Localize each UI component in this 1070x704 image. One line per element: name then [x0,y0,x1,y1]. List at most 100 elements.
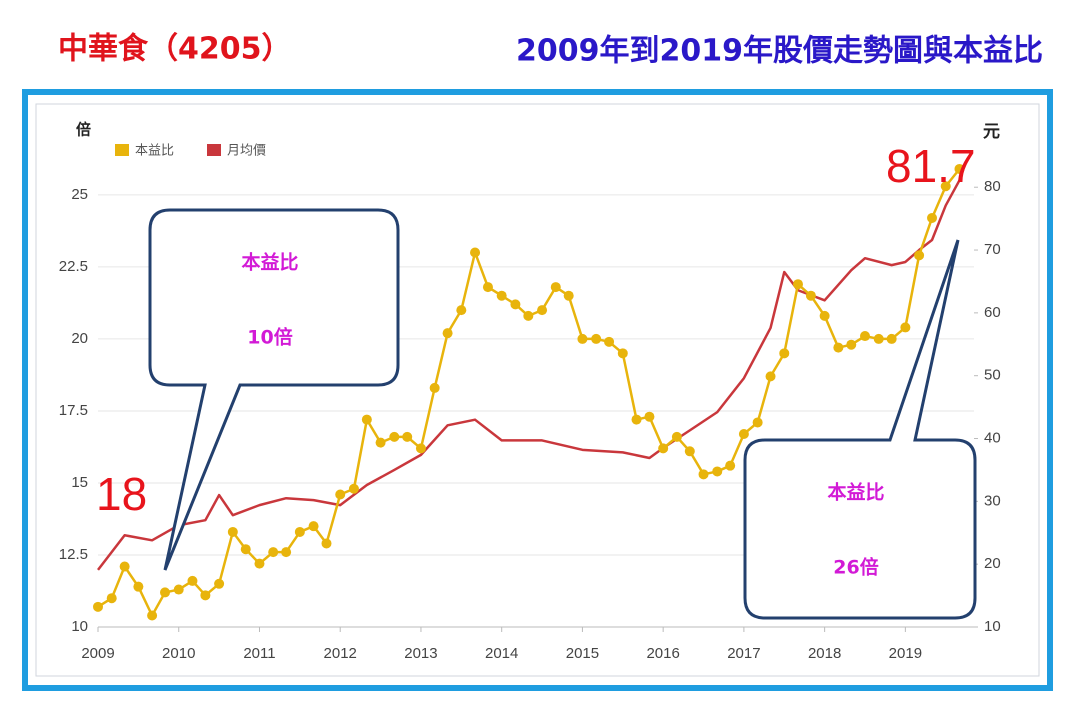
point [281,547,292,558]
point [482,282,493,293]
point [173,584,184,595]
x-tick-label: 2016 [646,645,679,662]
point [456,305,467,316]
y-tick-label: 20 [71,330,88,347]
y-tick-label: 25 [71,186,88,203]
point [591,333,602,344]
point [914,250,925,261]
point [940,181,951,192]
point [119,561,130,572]
point [819,310,830,321]
point [268,547,279,558]
chart-title: 2009年到2019年股價走勢圖與本益比 [516,34,1043,69]
point [550,282,561,293]
point [765,371,776,382]
y2-tick-label: 30 [984,492,1001,509]
x-tick-label: 2011 [243,645,275,662]
y2-tick-label: 40 [984,429,1001,446]
point [214,578,225,589]
y-tick-label: 17.5 [59,402,88,419]
callout [743,239,977,620]
y2-tick-label: 80 [984,178,1001,195]
x-tick-label: 2012 [324,645,357,662]
y-tick-label: 12.5 [59,546,88,563]
x-tick-label: 2018 [808,645,841,662]
point [93,601,103,612]
y-tick-label: 10 [71,618,88,635]
y2-tick-label: 10 [984,618,1001,635]
point [308,521,319,532]
callout-text: 本益比 [241,251,298,274]
point [927,212,938,223]
point [160,587,171,598]
point [712,466,723,477]
y2-tick-label: 70 [984,241,1001,258]
point [321,538,332,549]
point [684,446,695,457]
point [644,411,655,422]
legend-label: 月均價 [227,144,266,159]
point [442,328,453,339]
y2-tick-label: 20 [984,555,1001,572]
x-tick-label: 2014 [485,645,518,662]
point [805,290,816,301]
point [240,544,251,555]
point [900,322,911,333]
callout-text: 26倍 [833,556,878,579]
point [470,247,481,258]
point [833,342,844,353]
point [725,460,736,471]
y-tick-label: 15 [71,474,88,491]
point [860,331,871,342]
point [698,469,709,480]
point [254,558,265,569]
y-axis-label: 倍 [76,121,91,139]
point [671,431,682,442]
x-tick-label: 2015 [566,645,599,662]
point [873,333,884,344]
y-tick-label: 22.5 [59,258,88,275]
point [375,437,386,448]
point [429,382,440,393]
x-tick-label: 2010 [162,645,195,662]
point [779,348,790,359]
point [361,414,372,425]
point [335,489,346,500]
y2-axis-label: 元 [983,122,1000,142]
point [563,290,574,301]
point [496,290,507,301]
stock-title: 中華食（4205） [58,32,292,67]
legend-label: 本益比 [135,144,174,159]
point [752,417,763,428]
x-tick-label: 2017 [727,645,760,662]
point [133,581,144,592]
point [106,593,117,604]
callout-text: 10倍 [247,326,292,349]
x-tick-label: 2009 [81,645,114,662]
point [227,526,238,537]
point [415,443,426,454]
callout [148,208,400,571]
legend-swatch [207,144,221,156]
point [537,305,548,316]
y2-tick-label: 50 [984,367,1001,384]
point [577,333,588,344]
point [792,279,803,290]
point [954,163,965,174]
point [389,431,400,442]
point [294,526,305,537]
point [147,610,158,621]
frame [22,89,1053,691]
point [658,443,669,454]
x-tick-label: 2013 [404,645,437,662]
point [846,339,857,350]
point [523,310,534,321]
point [402,431,413,442]
point [631,414,642,425]
point [886,333,897,344]
point [200,590,211,601]
point [187,575,198,586]
point [617,348,628,359]
callout-text: 本益比 [827,481,884,504]
